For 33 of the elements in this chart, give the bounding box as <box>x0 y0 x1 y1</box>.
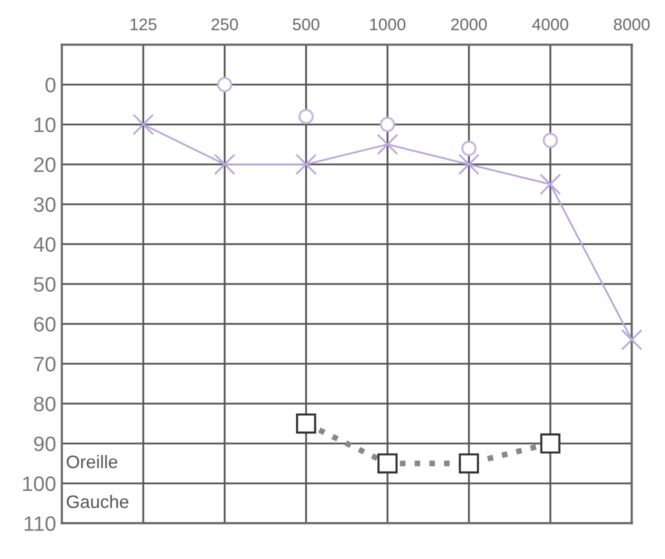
x-tick-label: 1000 <box>370 18 406 30</box>
point <box>621 329 642 350</box>
x-tick-label: 2000 <box>451 18 487 30</box>
point <box>458 154 480 175</box>
y-tick-label: 50 <box>34 276 56 292</box>
point <box>380 116 396 132</box>
point <box>298 108 314 124</box>
y-tick-label: 0 <box>46 78 56 92</box>
point <box>217 76 232 92</box>
x-tick-label: 250 <box>212 18 238 30</box>
y-tick-label: 60 <box>34 316 56 332</box>
y-tick-label: 10 <box>34 117 56 132</box>
point <box>461 140 477 156</box>
point <box>542 132 558 148</box>
annotation: Gauche <box>66 494 128 508</box>
x-tick-label: 8000 <box>614 18 650 30</box>
point <box>214 154 236 175</box>
y-tick-label: 20 <box>34 157 56 172</box>
point <box>132 114 154 136</box>
y-tick-label: 40 <box>34 237 56 252</box>
y-tick-label: 70 <box>34 356 56 372</box>
y-tick-label: 90 <box>34 436 56 452</box>
point <box>295 154 317 175</box>
point <box>540 174 561 195</box>
y-tick-label: 30 <box>34 197 56 212</box>
y-tick-label: 100 <box>23 476 56 492</box>
annotation: Oreille <box>66 454 118 468</box>
x-tick-label: 125 <box>130 18 156 30</box>
x-tick-label: 4000 <box>532 18 568 30</box>
y-tick-label: 110 <box>24 516 56 531</box>
point <box>376 134 398 156</box>
y-tick-label: 80 <box>34 396 56 412</box>
x-tick-label: 500 <box>292 18 320 30</box>
